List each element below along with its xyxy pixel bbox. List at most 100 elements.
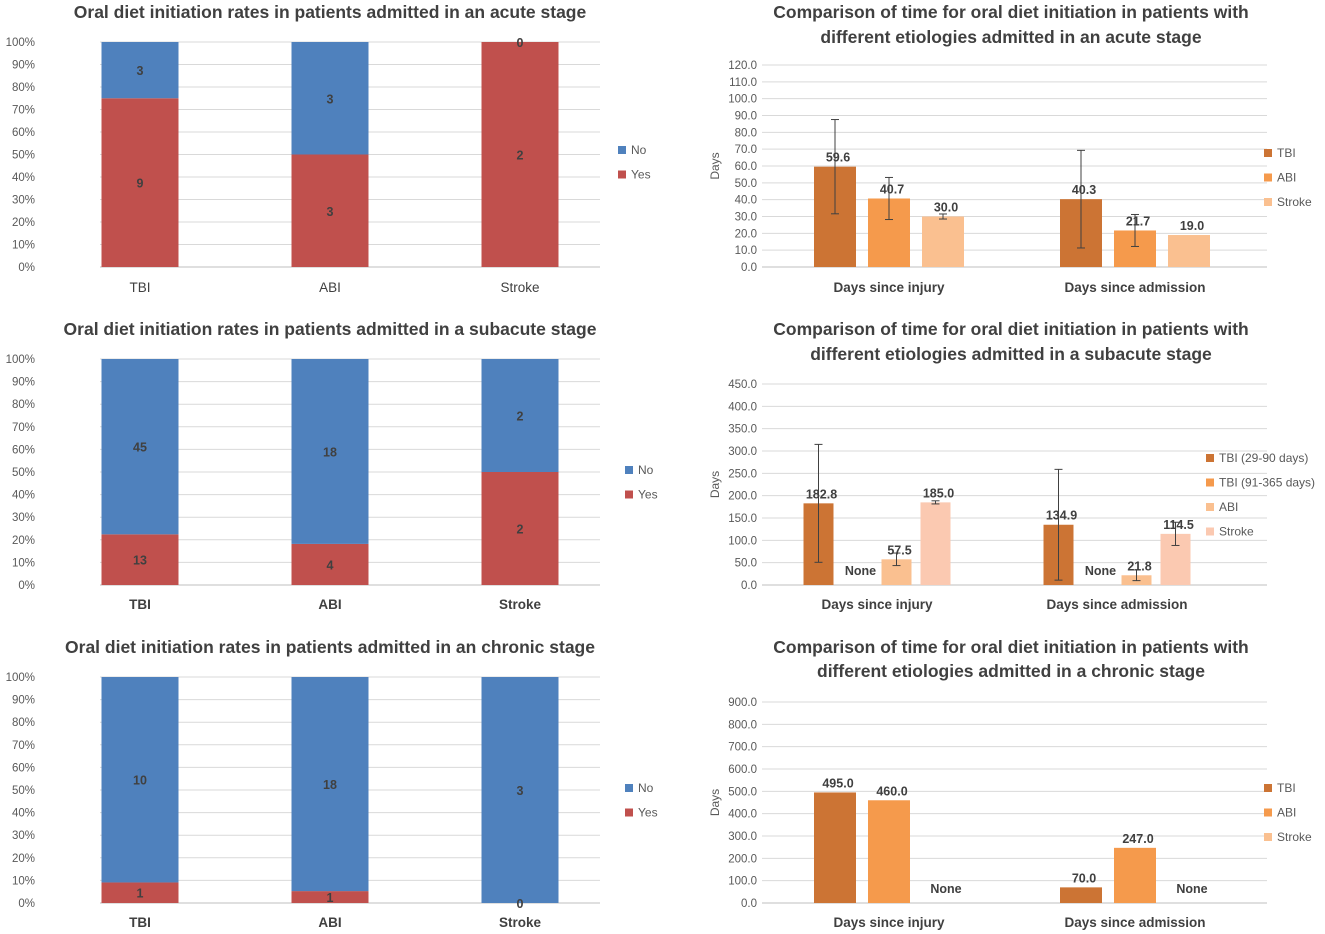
y-tick-label: 100.0 [728, 535, 757, 547]
y-tick-label: 0.0 [741, 262, 757, 274]
y-tick-label: 50.0 [735, 558, 757, 570]
bar-no [101, 42, 179, 99]
y-tick-label: 400.0 [728, 809, 757, 821]
bar-yes [101, 534, 179, 585]
legend-swatch [1206, 503, 1214, 511]
data-label-yes: 1 [327, 891, 334, 905]
legend-label: Stroke [1277, 830, 1312, 844]
legend-label: TBI (91-365 days) [1219, 476, 1315, 490]
bar-yes [101, 98, 179, 267]
legend-swatch [1264, 808, 1272, 817]
legend-label: ABI [1277, 806, 1296, 820]
data-label: 114.5 [1163, 518, 1194, 532]
data-label-yes: 1 [137, 887, 144, 901]
chart-title: different etiologies admitted in a subac… [810, 344, 1212, 364]
legend-swatch [618, 146, 626, 154]
bar-yes [291, 154, 369, 267]
chart-title: Oral diet initiation rates in patients a… [64, 319, 597, 339]
chart-title: Comparison of time for oral diet initiat… [773, 319, 1248, 339]
y-tick-label: 30.0 [735, 212, 757, 224]
y-tick-label: 200.0 [728, 491, 757, 503]
legend-swatch [1264, 173, 1272, 182]
data-label-yes: 9 [137, 177, 144, 191]
y-tick-label: 50% [12, 785, 35, 797]
legend-label: No [638, 463, 654, 477]
data-label: 40.7 [880, 182, 904, 196]
y-tick-label: 900.0 [728, 697, 757, 709]
category-label: ABI [319, 280, 341, 295]
chart-title: different etiologies admitted in an acut… [820, 27, 1201, 47]
bar-no [291, 359, 369, 544]
y-tick-label: 90.0 [735, 111, 757, 123]
y-axis-label: Days [708, 152, 722, 179]
y-tick-label: 150.0 [728, 513, 757, 525]
data-label-no: 3 [137, 64, 144, 78]
category-label: Days since injury [821, 597, 933, 612]
category-label: TBI [129, 280, 150, 295]
legend-label: Stroke [1219, 525, 1254, 539]
y-tick-label: 0.0 [741, 580, 757, 592]
legend-label: TBI [1277, 781, 1296, 795]
y-tick-label: 100% [6, 354, 35, 366]
data-label-none: None [1085, 564, 1116, 578]
data-label: 40.3 [1072, 183, 1096, 197]
data-label-yes: 13 [133, 554, 147, 568]
data-label-no: 18 [323, 445, 337, 459]
bar-no [101, 359, 179, 535]
category-label: Days since admission [1064, 280, 1205, 295]
y-tick-label: 70.0 [735, 144, 757, 156]
y-tick-label: 0% [18, 898, 35, 910]
y-tick-label: 40% [12, 172, 35, 184]
data-label-yes: 4 [327, 558, 334, 572]
y-tick-label: 10.0 [735, 245, 757, 257]
data-label: 185.0 [923, 486, 954, 500]
y-tick-label: 80% [12, 82, 35, 94]
data-label: 21.8 [1127, 559, 1151, 573]
category-label: Stroke [499, 915, 542, 930]
y-tick-label: 40% [12, 808, 35, 820]
chart-title: Oral diet initiation rates in patients a… [74, 2, 587, 22]
y-tick-label: 10% [12, 875, 35, 887]
legend-label: TBI (29-90 days) [1219, 451, 1308, 465]
data-label-yes: 0 [517, 897, 524, 911]
y-tick-label: 60% [12, 127, 35, 139]
y-tick-label: 350.0 [728, 424, 757, 436]
data-label: 30.0 [934, 201, 958, 215]
category-label: TBI [129, 597, 151, 612]
y-tick-label: 90% [12, 60, 35, 72]
bar [922, 216, 964, 267]
bar-yes [291, 891, 369, 903]
data-label: 460.0 [876, 784, 907, 798]
data-label: 70.0 [1072, 871, 1096, 885]
bar [1114, 847, 1156, 903]
data-label-no: 3 [327, 92, 334, 106]
legend-swatch [1206, 478, 1214, 487]
legend-swatch [1264, 784, 1272, 792]
bar-no [481, 677, 559, 903]
legend-label: No [638, 781, 654, 795]
y-tick-label: 100.0 [728, 876, 757, 888]
y-tick-label: 40.0 [735, 195, 757, 207]
legend-label: Yes [638, 806, 658, 820]
y-tick-label: 20% [12, 217, 35, 229]
bar-no [291, 42, 369, 155]
legend-swatch [625, 466, 633, 474]
data-label-no: 2 [517, 410, 524, 424]
legend-swatch [1264, 198, 1272, 206]
y-tick-label: 80.0 [735, 127, 757, 139]
bar [1168, 235, 1210, 267]
bar-yes [481, 42, 559, 267]
legend-swatch [625, 808, 633, 817]
data-label-no: 0 [517, 36, 524, 50]
y-tick-label: 200.0 [728, 853, 757, 865]
category-label: ABI [318, 915, 341, 930]
acute-rates-chart: Oral diet initiation rates in patients a… [0, 0, 662, 305]
bar-no [101, 677, 179, 883]
y-tick-label: 120.0 [728, 60, 757, 72]
y-axis-label: Days [708, 471, 722, 498]
legend-label: Yes [631, 168, 651, 182]
category-label: TBI [129, 915, 151, 930]
y-tick-label: 800.0 [728, 719, 757, 731]
legend-label: ABI [1219, 500, 1238, 514]
y-tick-label: 20% [12, 535, 35, 547]
